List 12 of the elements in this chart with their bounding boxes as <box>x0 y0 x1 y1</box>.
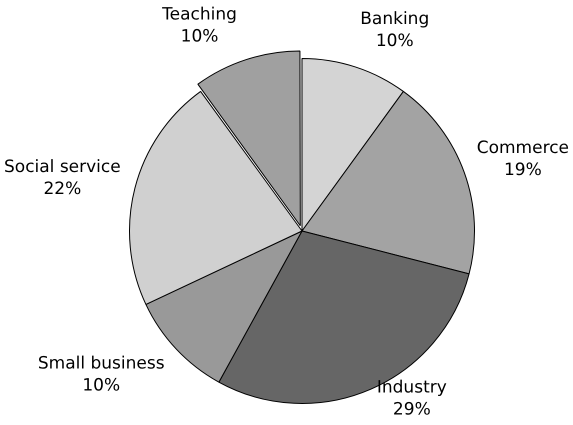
slice-label: Commerce <box>476 138 570 158</box>
data-label: 10% <box>180 26 218 46</box>
data-label: 19% <box>504 160 542 180</box>
slice-label: Industry <box>376 377 447 398</box>
data-label: 10% <box>376 31 414 52</box>
slice-label: Small business <box>38 354 165 374</box>
slice-label: Teaching <box>161 4 237 24</box>
slice-label: Banking <box>360 9 430 30</box>
slice-label: Social service <box>4 157 121 178</box>
data-label: 10% <box>82 376 120 396</box>
data-label: 29% <box>392 399 431 420</box>
data-label: 22% <box>43 179 82 200</box>
